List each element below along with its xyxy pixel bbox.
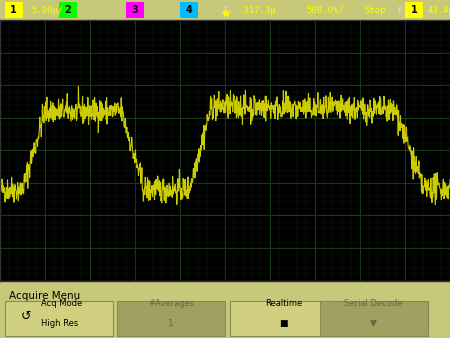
Text: High Res: High Res [40,319,78,328]
FancyBboxPatch shape [117,301,225,336]
Text: 43.4μ: 43.4μ [428,6,450,15]
FancyBboxPatch shape [180,2,198,18]
FancyBboxPatch shape [4,301,112,336]
Text: 5.00μ/: 5.00μ/ [32,6,64,15]
Text: ▼: ▼ [222,11,228,17]
Text: Acquire Menu: Acquire Menu [9,291,80,301]
FancyBboxPatch shape [320,301,428,336]
FancyBboxPatch shape [4,2,22,18]
Text: 1: 1 [10,5,17,15]
Text: 3: 3 [132,5,139,15]
Text: f: f [224,5,226,14]
Text: Serial Decode: Serial Decode [344,299,403,308]
Text: ■: ■ [279,319,288,328]
Text: Stop: Stop [364,6,386,15]
Text: #Averages: #Averages [148,299,194,308]
Text: ▼: ▼ [370,319,377,328]
Text: 1: 1 [168,319,174,328]
Text: -317.3μ: -317.3μ [238,6,276,15]
Text: 1: 1 [410,5,418,15]
Text: 2: 2 [64,5,71,15]
FancyBboxPatch shape [126,2,144,18]
Text: 500.0%/: 500.0%/ [306,6,344,15]
Text: f: f [396,6,401,15]
Text: Realtime: Realtime [265,299,302,308]
FancyBboxPatch shape [230,301,338,336]
FancyBboxPatch shape [58,2,76,18]
Text: Acq Mode: Acq Mode [40,299,82,308]
Text: ↺: ↺ [20,310,31,323]
FancyBboxPatch shape [405,2,423,18]
Text: 4: 4 [186,5,193,15]
